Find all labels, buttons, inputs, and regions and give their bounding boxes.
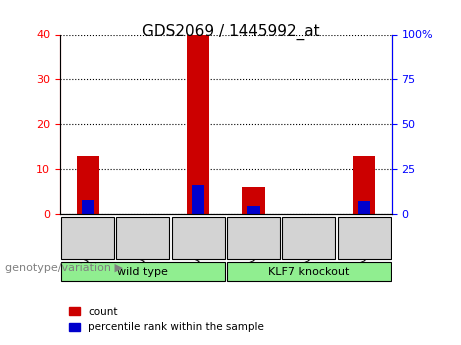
Text: genotype/variation ▶: genotype/variation ▶ [5,263,123,273]
Bar [82,199,94,214]
FancyBboxPatch shape [337,217,391,259]
Bar [358,201,370,214]
Bar [353,156,375,214]
FancyBboxPatch shape [227,217,280,259]
Text: wild type: wild type [118,267,168,277]
FancyBboxPatch shape [116,217,170,259]
Bar [77,156,99,214]
FancyBboxPatch shape [61,217,114,259]
FancyBboxPatch shape [227,262,391,282]
Legend: count, percentile rank within the sample: count, percentile rank within the sample [65,303,268,336]
FancyBboxPatch shape [171,217,225,259]
FancyBboxPatch shape [282,217,336,259]
Text: KLF7 knockout: KLF7 knockout [268,267,349,277]
Bar [187,34,209,214]
Bar [248,206,260,214]
FancyBboxPatch shape [61,262,225,282]
Text: GDS2069 / 1445992_at: GDS2069 / 1445992_at [142,24,319,40]
Bar [192,185,204,214]
Bar [242,187,265,214]
